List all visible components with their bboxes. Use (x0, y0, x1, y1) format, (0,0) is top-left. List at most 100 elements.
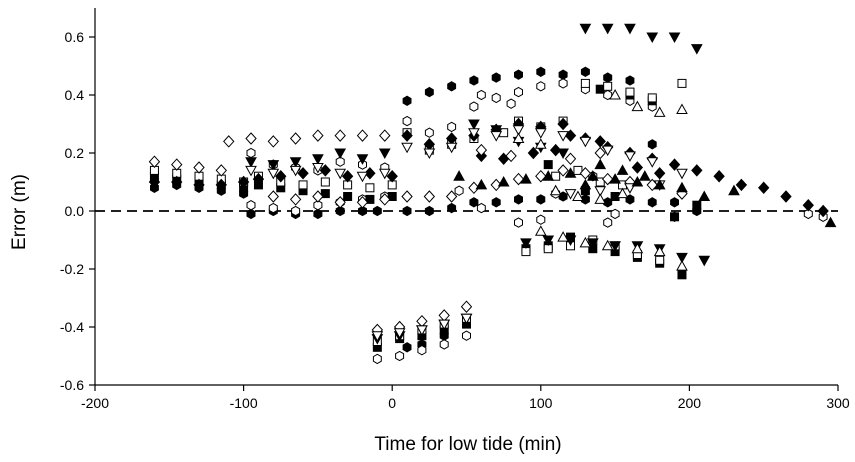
data-point-hexagon-open (536, 81, 546, 92)
data-point-hexagon-filled (469, 75, 479, 86)
data-point-triangle-down-filled (520, 238, 532, 249)
x-axis-ticks: -200 -100 0 100 200 300 (81, 385, 850, 411)
data-point-diamond-open (215, 164, 227, 177)
data-point-triangle-down-open (393, 328, 406, 339)
y-tick-label: 0.0 (65, 203, 85, 219)
data-point-hexagon-open (447, 121, 457, 133)
data-point-hexagon-filled (469, 197, 479, 208)
data-point-triangle-down-open (378, 168, 391, 180)
data-point-triangle-down-filled (698, 255, 711, 267)
data-point-diamond-filled (631, 161, 644, 174)
data-point-square-open (603, 81, 613, 91)
data-point-triangle-up-filled (676, 181, 688, 193)
data-point-hexagon-filled (402, 342, 412, 353)
data-point-hexagon-filled (491, 197, 501, 208)
data-point-diamond-filled (237, 175, 250, 189)
data-point-diamond-open (601, 172, 614, 186)
data-point-hexagon-open (402, 115, 412, 127)
data-point-hexagon-open (395, 350, 405, 362)
data-point-hexagon-filled (313, 208, 323, 220)
y-axis-title: Error (m) (9, 174, 30, 250)
data-point-triangle-up-open (534, 138, 547, 149)
data-point-triangle-down-open (356, 171, 369, 183)
data-point-triangle-down-open (579, 136, 592, 148)
data-point-hexagon-filled (358, 205, 367, 217)
data-point-diamond-open (267, 190, 279, 203)
data-point-diamond-filled (691, 164, 703, 177)
data-point-diamond-filled (275, 169, 287, 183)
data-point-diamond-open (356, 196, 369, 209)
data-point-diamond-open (312, 129, 324, 142)
data-point-diamond-filled (549, 143, 562, 157)
data-point-square-open (595, 177, 605, 187)
data-point-hexagon-open (491, 92, 501, 104)
data-point-diamond-open (564, 152, 577, 166)
data-point-diamond-open (171, 158, 183, 171)
data-point-triangle-up-filled (631, 175, 644, 187)
data-point-diamond-filled (215, 178, 227, 192)
data-point-square-filled (543, 160, 553, 170)
data-point-triangle-down-open (646, 157, 659, 168)
data-point-triangle-up-open (616, 187, 629, 199)
data-point-triangle-down-filled (668, 32, 681, 44)
data-point-diamond-filled (654, 167, 666, 180)
data-point-diamond-open (475, 143, 488, 157)
data-point-hexagon-open (469, 101, 479, 112)
data-point-diamond-filled (297, 167, 309, 180)
data-point-diamond-filled (401, 129, 413, 142)
data-point-square-open (365, 183, 375, 193)
data-point-diamond-filled (802, 198, 814, 212)
data-point-diamond-open (193, 161, 205, 174)
data-point-triangle-up-filled (824, 216, 837, 228)
data-point-triangle-up-filled (497, 175, 510, 187)
data-point-triangle-down-filled (289, 157, 302, 168)
data-point-triangle-down-open (564, 189, 577, 200)
data-point-hexagon-filled (647, 139, 657, 150)
data-point-square-open (551, 171, 561, 181)
data-point-triangle-down-open (601, 145, 614, 157)
data-point-triangle-up-filled (475, 178, 488, 190)
data-point-triangle-down-filled (356, 154, 369, 165)
data-point-triangle-down-open (267, 168, 280, 180)
data-point-diamond-open (267, 135, 279, 148)
data-point-diamond-open (289, 193, 302, 206)
data-point-diamond-open (245, 132, 257, 145)
data-point-hexagon-filled (447, 202, 457, 214)
data-point-triangle-up-filled (520, 173, 532, 184)
data-point-square-filled (677, 270, 687, 280)
x-tick-label: -100 (230, 395, 258, 411)
data-point-diamond-open (401, 190, 413, 203)
y-tick-label: 0.4 (65, 87, 85, 103)
data-point-triangle-up-open (594, 193, 607, 204)
data-point-diamond-open (289, 132, 302, 145)
data-point-triangle-up-filled (594, 158, 607, 170)
x-tick-label: 300 (826, 395, 850, 411)
data-point-diamond-open (379, 129, 391, 142)
data-point-hexagon-filled (335, 205, 345, 217)
data-point-triangle-up-open (601, 239, 614, 251)
x-axis-title: Time for low tide (min) (374, 434, 561, 455)
data-point-diamond-open (438, 309, 450, 322)
data-point-square-open (647, 93, 657, 103)
data-point-triangle-up-filled (586, 170, 599, 181)
data-point-square-filled (343, 192, 353, 201)
data-point-triangle-up-open (579, 236, 592, 248)
data-point-diamond-filled (735, 178, 748, 192)
data-point-triangle-down-filled (334, 148, 347, 160)
data-point-hexagon-filled (536, 194, 546, 205)
data-point-triangle-down-filled (542, 235, 555, 247)
data-point-diamond-filled (386, 169, 398, 183)
data-point-hexagon-open (372, 353, 382, 365)
data-point-triangle-down-filled (690, 44, 703, 55)
x-tick-label: -200 (81, 395, 109, 411)
data-point-square-filled (365, 194, 375, 204)
data-point-diamond-open (468, 181, 480, 195)
data-point-triangle-down-open (401, 142, 413, 154)
data-point-hexagon-filled (558, 69, 568, 80)
data-point-diamond-filled (319, 164, 332, 177)
y-axis-ticks: -0.6 -0.4 -0.2 0.0 0.2 0.4 0.6 (60, 29, 95, 393)
data-point-triangle-down-open (289, 165, 302, 177)
data-point-square-filled (595, 84, 605, 94)
data-point-hexagon-open (514, 217, 523, 228)
